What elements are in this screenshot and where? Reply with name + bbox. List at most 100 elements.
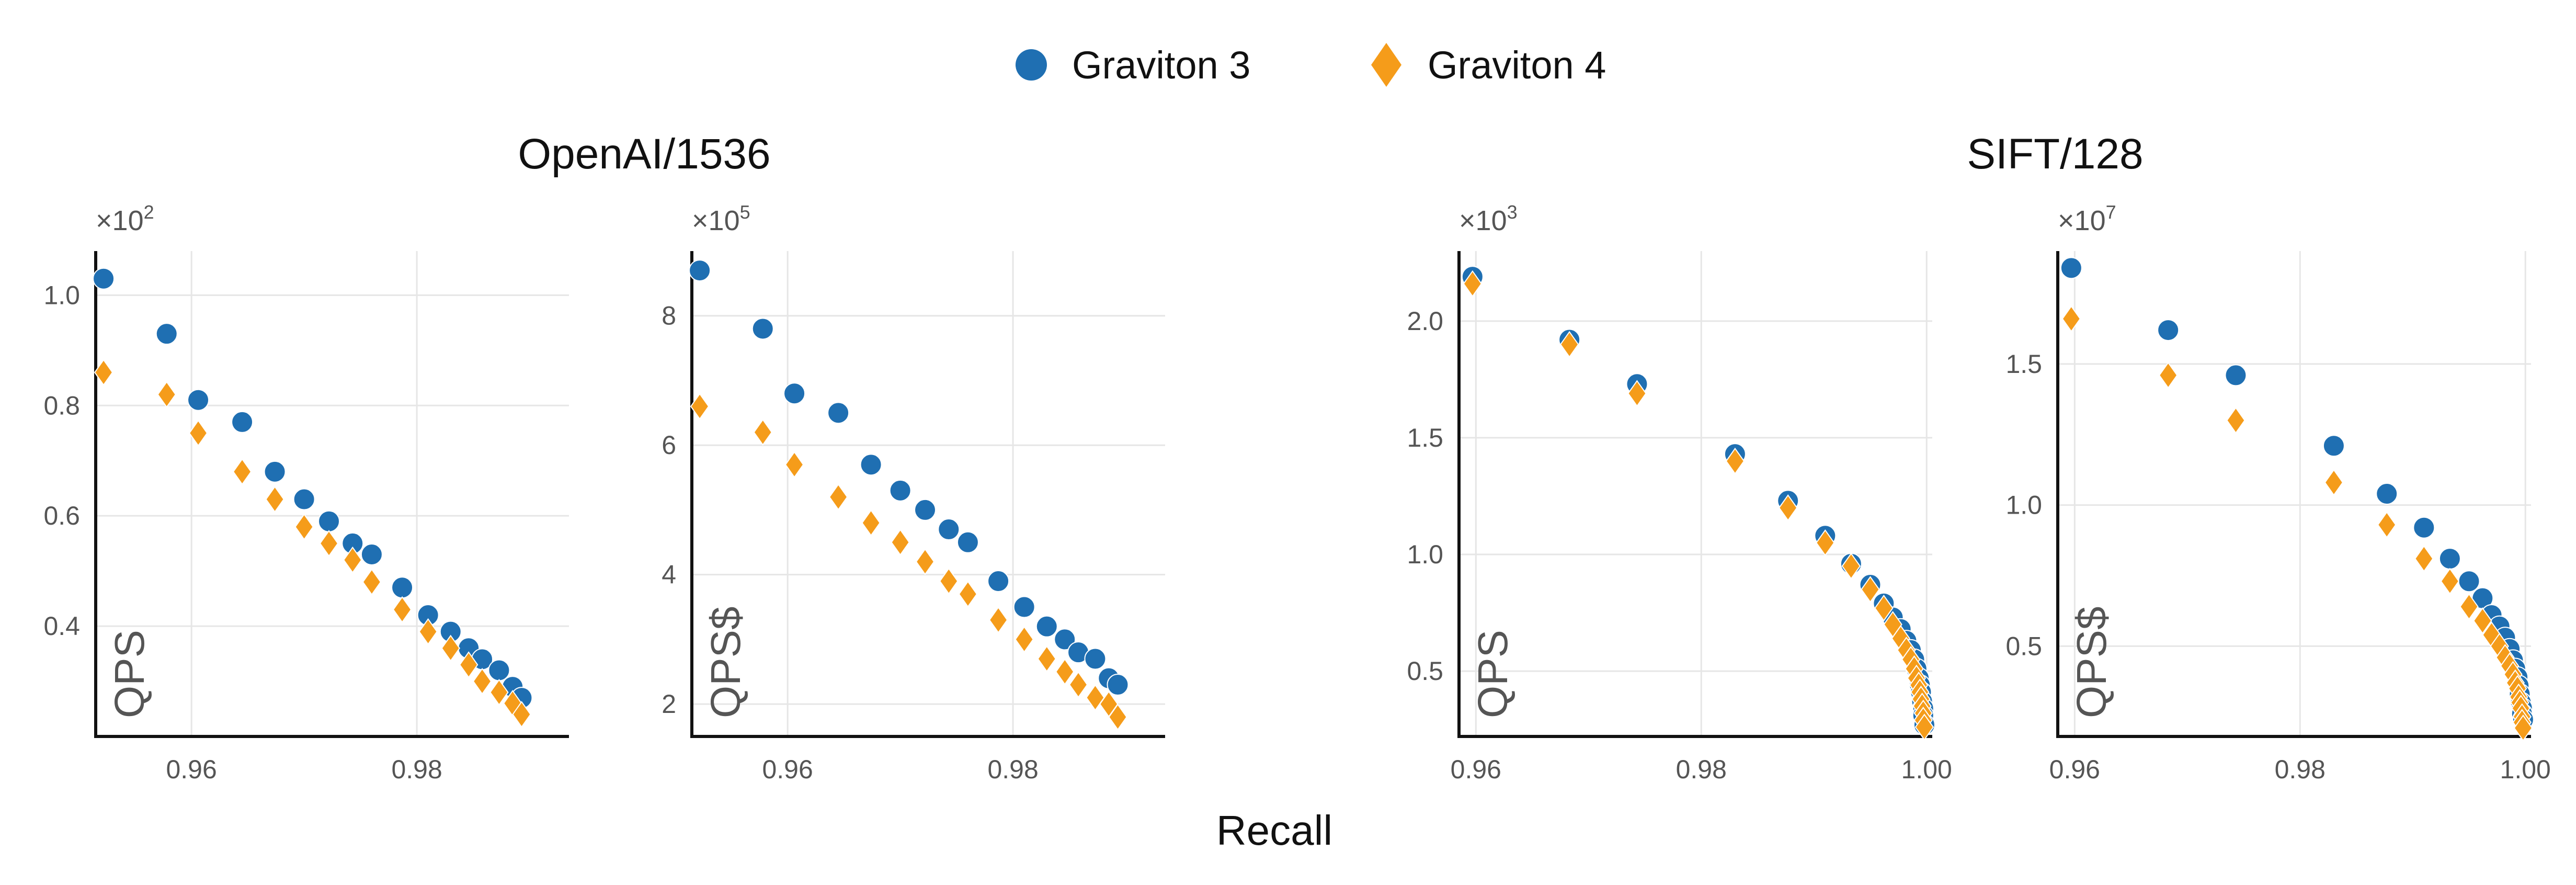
- panel-openai-qps: 0.96 0.98 0.4 0.6 0.8 1.0 ×102 QPS: [43, 201, 569, 784]
- point-graviton-4: [1725, 447, 1745, 475]
- point-graviton-4: [2226, 406, 2246, 434]
- point-graviton-4: [939, 568, 959, 595]
- point-graviton-3: [987, 570, 1010, 593]
- point-graviton-3: [783, 382, 806, 405]
- point-graviton-4: [472, 667, 492, 695]
- point-graviton-3: [889, 479, 911, 502]
- point-graviton-4: [2459, 593, 2479, 620]
- point-graviton-4: [1778, 494, 1798, 521]
- y-tick-label: 0.6: [43, 501, 80, 530]
- point-graviton-3: [318, 510, 340, 532]
- point-graviton-3: [93, 267, 115, 290]
- point-graviton-3: [1054, 628, 1076, 651]
- point-graviton-4: [958, 581, 978, 608]
- point-graviton-4: [2377, 511, 2397, 539]
- y-tick-label: 1.5: [1407, 423, 1443, 452]
- x-tick-label: 0.98: [1676, 755, 1727, 784]
- point-graviton-3: [689, 259, 711, 282]
- point-graviton-4: [1015, 626, 1034, 653]
- y-tick-label: 1.5: [2005, 349, 2042, 379]
- point-graviton-4: [1108, 704, 1127, 731]
- y-tick-label: 6: [662, 430, 676, 460]
- point-graviton-4: [2513, 714, 2533, 742]
- point-graviton-3: [2438, 548, 2461, 570]
- point-graviton-4: [94, 359, 113, 386]
- y-axis-label: QPS$: [702, 607, 749, 718]
- point-graviton-3: [187, 389, 210, 411]
- point-graviton-4: [915, 548, 935, 575]
- x-tick-label: 1.00: [2500, 755, 2551, 784]
- legend-label-graviton-3: Graviton 3: [1072, 43, 1250, 87]
- point-graviton-4: [690, 393, 710, 420]
- point-graviton-3: [956, 531, 979, 553]
- point-graviton-4: [265, 485, 284, 513]
- point-graviton-3: [391, 576, 414, 599]
- point-graviton-4: [1874, 594, 1894, 622]
- point-graviton-4: [1559, 331, 1579, 358]
- point-graviton-4: [294, 513, 314, 541]
- point-graviton-4: [861, 509, 881, 537]
- point-graviton-4: [1068, 671, 1088, 698]
- point-graviton-4: [2414, 545, 2434, 572]
- point-graviton-4: [2324, 469, 2344, 496]
- point-graviton-4: [489, 678, 509, 706]
- point-graviton-4: [392, 596, 412, 623]
- panel-sift-qps-dollar: 0.96 0.98 1.00 0.5 1.0 1.5 ×107 QPS$: [2005, 201, 2550, 784]
- legend-marker-graviton-4: [1371, 43, 1401, 87]
- y-axis-multiplier: ×105: [692, 201, 750, 236]
- point-graviton-4: [1037, 645, 1056, 673]
- y-tick-label: 4: [662, 560, 676, 589]
- point-graviton-4: [232, 458, 252, 485]
- x-tick-label: 0.98: [2275, 755, 2326, 784]
- point-graviton-3: [751, 317, 774, 340]
- point-graviton-3: [231, 411, 254, 433]
- point-graviton-4: [418, 618, 438, 645]
- point-graviton-3: [2322, 435, 2345, 457]
- x-axis-label: Recall: [1216, 807, 1332, 854]
- point-graviton-3: [360, 543, 383, 565]
- point-graviton-4: [362, 568, 382, 596]
- panel-sift-qps: 0.96 0.98 1.00 0.5 1.0 1.5 2.0 ×103 QPS: [1407, 201, 1952, 784]
- y-axis-label: QPS: [106, 630, 153, 718]
- y-tick-label: 8: [662, 301, 676, 331]
- y-tick-label: 0.5: [1407, 656, 1443, 686]
- point-graviton-4: [188, 419, 208, 447]
- group-title-openai: OpenAI/1536: [518, 130, 770, 178]
- y-tick-label: 0.5: [2005, 631, 2042, 661]
- point-graviton-4: [343, 546, 362, 574]
- point-graviton-3: [914, 498, 937, 521]
- point-graviton-4: [1841, 552, 1861, 580]
- y-tick-label: 1.0: [1407, 540, 1443, 569]
- x-tick-label: 0.96: [762, 755, 813, 784]
- point-graviton-4: [459, 651, 478, 678]
- point-graviton-4: [157, 381, 176, 408]
- point-graviton-3: [1013, 596, 1035, 618]
- point-graviton-3: [155, 323, 178, 345]
- x-tick-label: 0.96: [166, 755, 216, 784]
- point-graviton-3: [2060, 257, 2082, 279]
- point-graviton-4: [2158, 361, 2178, 389]
- point-graviton-3: [293, 488, 315, 510]
- point-graviton-3: [2458, 570, 2480, 593]
- legend-label-graviton-4: Graviton 4: [1428, 43, 1606, 87]
- point-graviton-4: [1914, 713, 1934, 741]
- point-graviton-4: [1861, 576, 1880, 603]
- point-graviton-4: [1816, 529, 1835, 557]
- x-tick-label: 0.98: [987, 755, 1038, 784]
- point-graviton-4: [441, 634, 460, 662]
- y-axis-multiplier: ×107: [2058, 201, 2116, 236]
- point-graviton-4: [1055, 658, 1075, 686]
- point-graviton-3: [1084, 648, 1107, 670]
- y-axis-label: QPS: [1469, 630, 1516, 718]
- point-graviton-4: [784, 451, 804, 479]
- point-graviton-3: [2376, 483, 2398, 505]
- x-tick-label: 1.00: [1901, 755, 1952, 784]
- point-graviton-4: [1627, 380, 1647, 407]
- point-graviton-3: [1035, 615, 1058, 638]
- point-graviton-3: [938, 518, 960, 541]
- y-tick-label: 1.0: [2005, 491, 2042, 520]
- x-tick-label: 0.98: [391, 755, 442, 784]
- point-graviton-4: [891, 529, 910, 556]
- legend-marker-graviton-3: [1016, 49, 1047, 81]
- y-tick-label: 2: [662, 689, 676, 719]
